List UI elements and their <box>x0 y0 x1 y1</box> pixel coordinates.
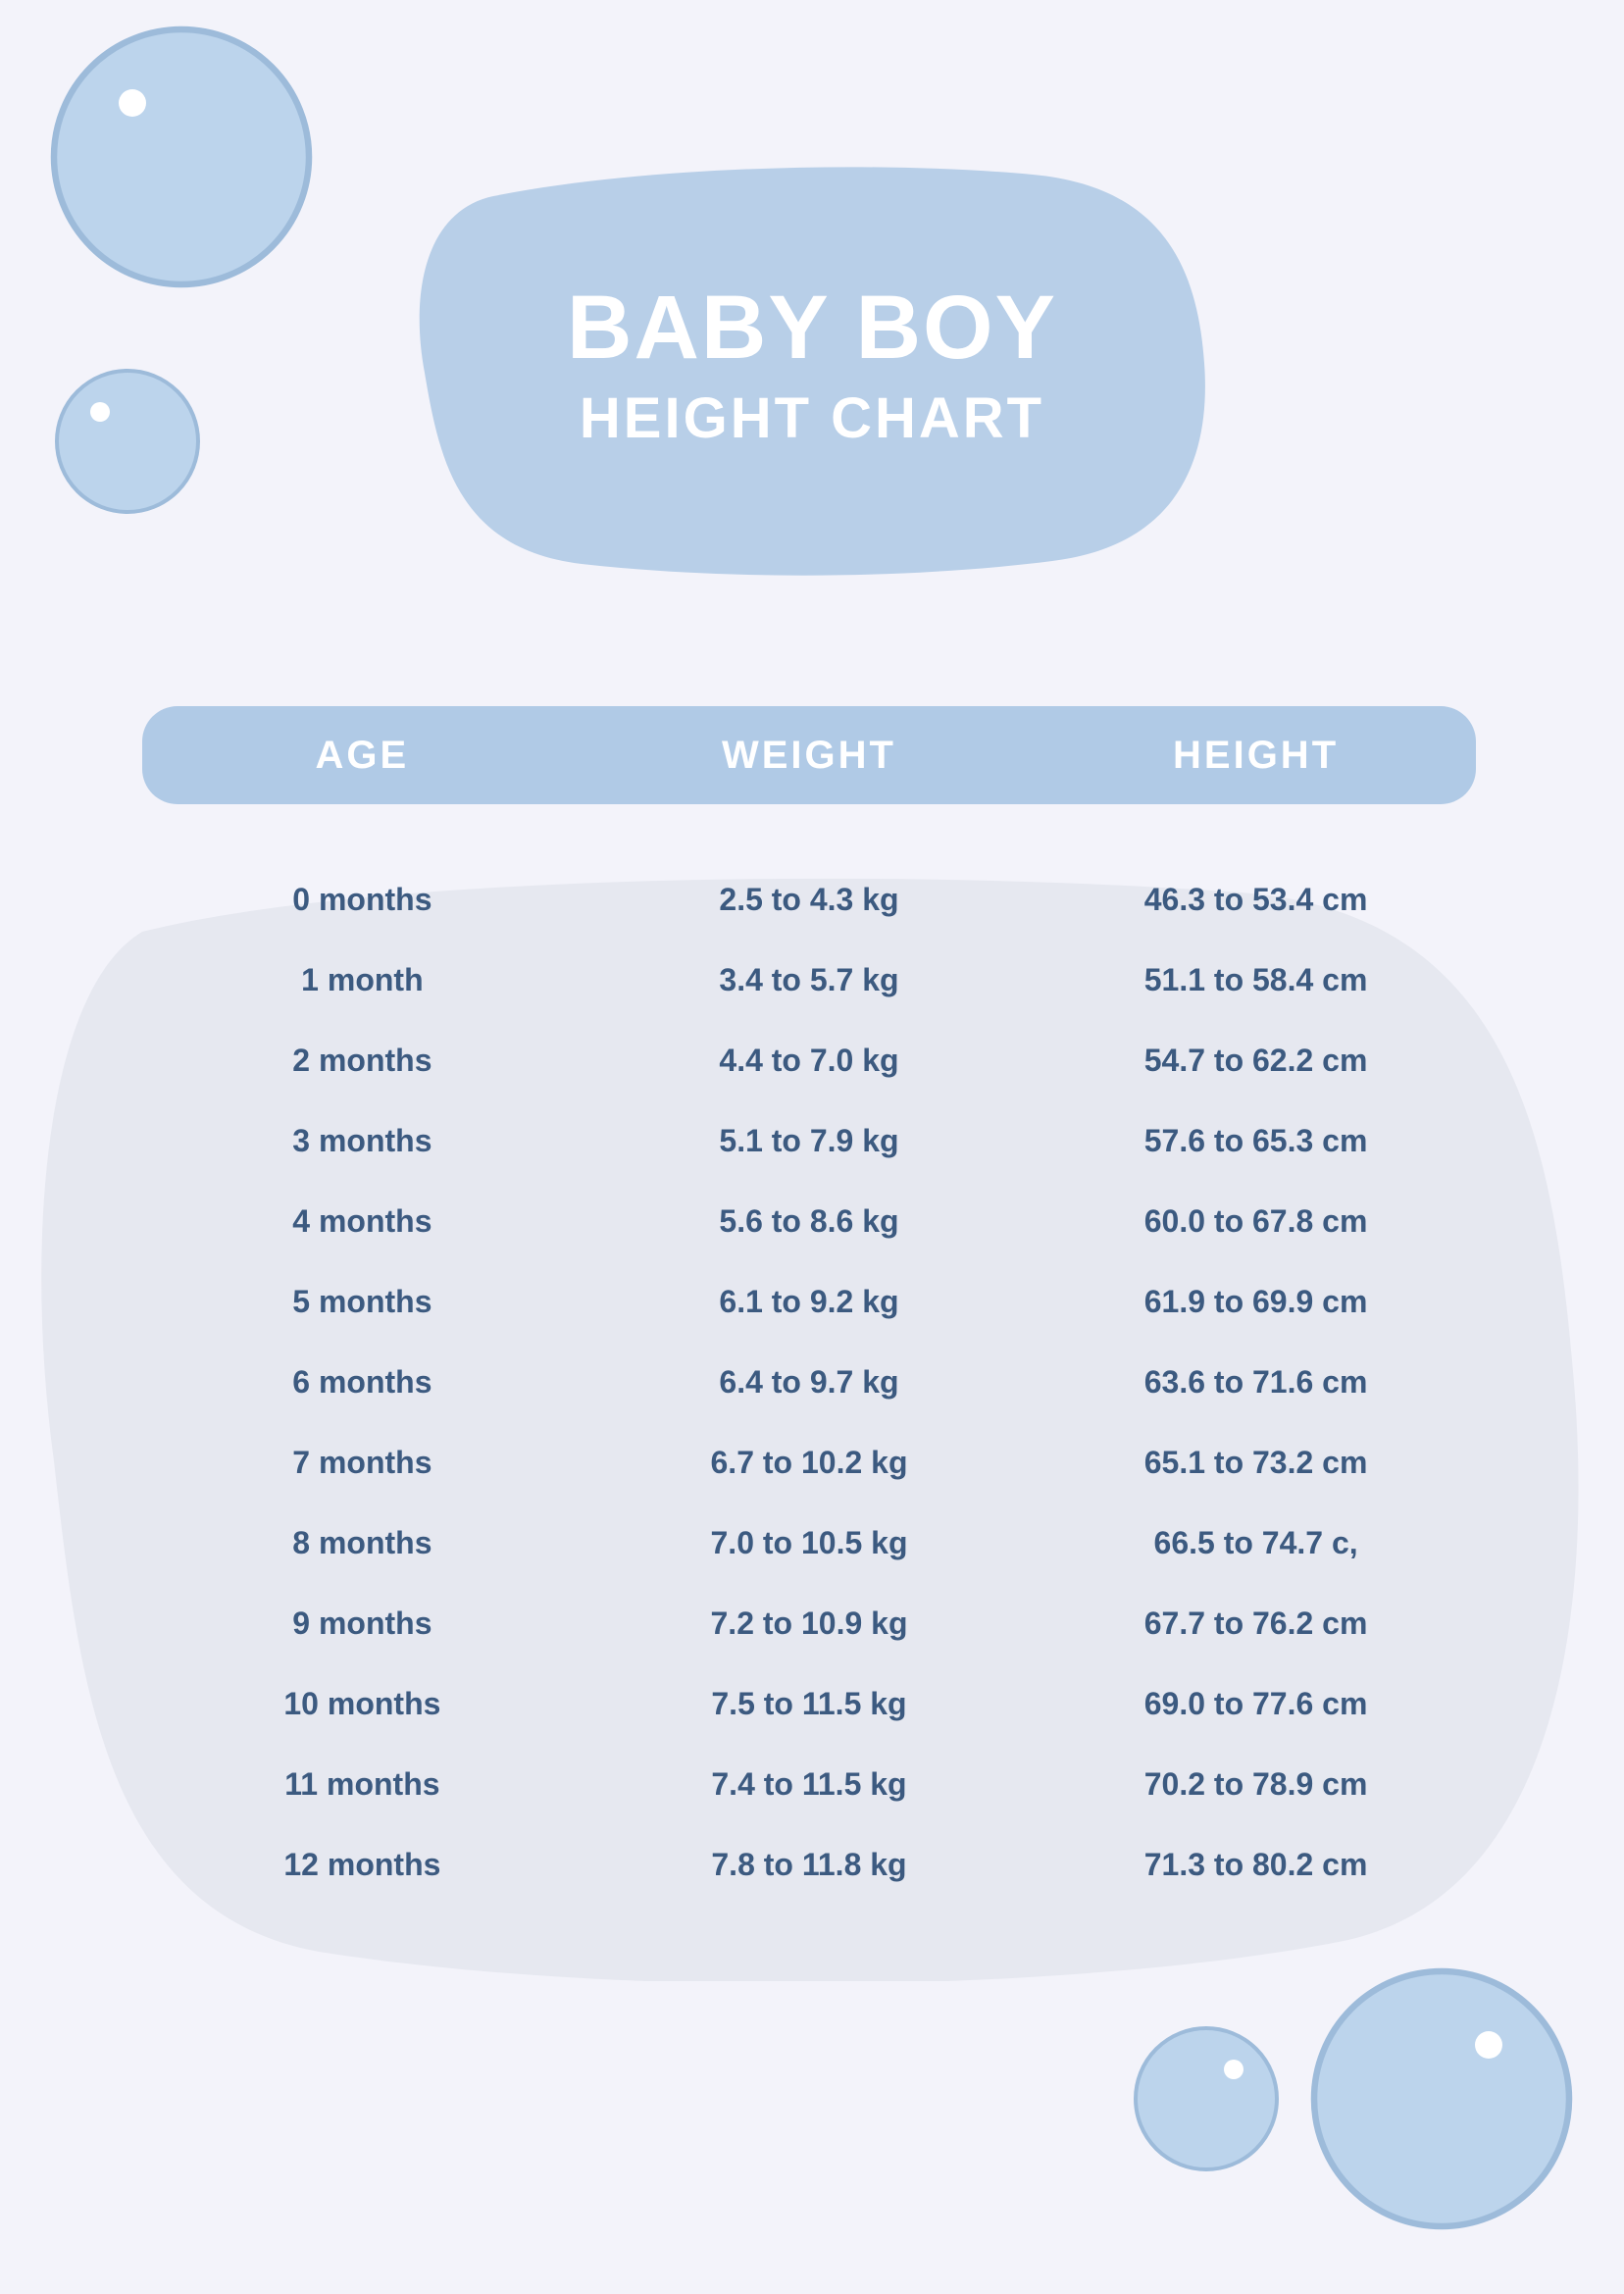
cell: 9 months <box>142 1606 583 1642</box>
table-row: 11 months7.4 to 11.5 kg70.2 to 78.9 cm <box>142 1744 1476 1824</box>
cell: 4 months <box>142 1203 583 1240</box>
col-header-age: AGE <box>142 734 583 778</box>
cell: 7 months <box>142 1445 583 1481</box>
table-row: 12 months7.8 to 11.8 kg71.3 to 80.2 cm <box>142 1824 1476 1905</box>
cell: 11 months <box>142 1766 583 1803</box>
cell: 60.0 to 67.8 cm <box>1036 1203 1476 1240</box>
cell: 70.2 to 78.9 cm <box>1036 1766 1476 1803</box>
cell: 65.1 to 73.2 cm <box>1036 1445 1476 1481</box>
cell: 5.1 to 7.9 kg <box>583 1123 1036 1159</box>
cell: 5.6 to 8.6 kg <box>583 1203 1036 1240</box>
cell: 5 months <box>142 1284 583 1320</box>
col-header-weight: WEIGHT <box>583 734 1036 778</box>
cell: 61.9 to 69.9 cm <box>1036 1284 1476 1320</box>
cell: 6.1 to 9.2 kg <box>583 1284 1036 1320</box>
table-header: AGE WEIGHT HEIGHT <box>142 706 1476 804</box>
cell: 63.6 to 71.6 cm <box>1036 1364 1476 1401</box>
col-header-height: HEIGHT <box>1036 734 1476 778</box>
table-row: 9 months7.2 to 10.9 kg67.7 to 76.2 cm <box>142 1583 1476 1663</box>
bubble-icon <box>1314 1971 1569 2226</box>
cell: 54.7 to 62.2 cm <box>1036 1043 1476 1079</box>
table-row: 8 months7.0 to 10.5 kg66.5 to 74.7 c, <box>142 1503 1476 1583</box>
cell: 6.7 to 10.2 kg <box>583 1445 1036 1481</box>
table-row: 10 months7.5 to 11.5 kg69.0 to 77.6 cm <box>142 1663 1476 1744</box>
cell: 10 months <box>142 1686 583 1722</box>
cell: 7.8 to 11.8 kg <box>583 1847 1036 1883</box>
table-row: 6 months6.4 to 9.7 kg63.6 to 71.6 cm <box>142 1342 1476 1422</box>
table-row: 0 months2.5 to 4.3 kg46.3 to 53.4 cm <box>142 859 1476 940</box>
title-main: BABY BOY <box>567 277 1057 380</box>
title-card: BABY BOY HEIGHT CHART <box>405 157 1219 579</box>
bubble-icon <box>57 371 198 512</box>
cell: 2 months <box>142 1043 583 1079</box>
height-table: AGE WEIGHT HEIGHT 0 months2.5 to 4.3 kg4… <box>142 706 1476 1905</box>
page: BABY BOY HEIGHT CHART AGE WEIGHT HEIGHT … <box>0 0 1624 2294</box>
cell: 4.4 to 7.0 kg <box>583 1043 1036 1079</box>
cell: 69.0 to 77.6 cm <box>1036 1686 1476 1722</box>
cell: 6 months <box>142 1364 583 1401</box>
cell: 0 months <box>142 882 583 918</box>
cell: 57.6 to 65.3 cm <box>1036 1123 1476 1159</box>
cell: 71.3 to 80.2 cm <box>1036 1847 1476 1883</box>
cell: 7.4 to 11.5 kg <box>583 1766 1036 1803</box>
table-row: 3 months5.1 to 7.9 kg57.6 to 65.3 cm <box>142 1100 1476 1181</box>
table-body: 0 months2.5 to 4.3 kg46.3 to 53.4 cm1 mo… <box>142 859 1476 1905</box>
cell: 46.3 to 53.4 cm <box>1036 882 1476 918</box>
cell: 6.4 to 9.7 kg <box>583 1364 1036 1401</box>
bubble-icon <box>54 29 309 284</box>
table-row: 7 months6.7 to 10.2 kg65.1 to 73.2 cm <box>142 1422 1476 1503</box>
cell: 8 months <box>142 1525 583 1561</box>
bubble-icon <box>1136 2028 1277 2169</box>
cell: 7.0 to 10.5 kg <box>583 1525 1036 1561</box>
cell: 12 months <box>142 1847 583 1883</box>
title-sub: HEIGHT CHART <box>580 385 1044 451</box>
cell: 66.5 to 74.7 c, <box>1036 1525 1476 1561</box>
cell: 2.5 to 4.3 kg <box>583 882 1036 918</box>
cell: 67.7 to 76.2 cm <box>1036 1606 1476 1642</box>
cell: 3.4 to 5.7 kg <box>583 962 1036 998</box>
cell: 3 months <box>142 1123 583 1159</box>
table-row: 1 month3.4 to 5.7 kg51.1 to 58.4 cm <box>142 940 1476 1020</box>
table-row: 2 months4.4 to 7.0 kg54.7 to 62.2 cm <box>142 1020 1476 1100</box>
table-row: 5 months6.1 to 9.2 kg61.9 to 69.9 cm <box>142 1261 1476 1342</box>
cell: 1 month <box>142 962 583 998</box>
cell: 7.2 to 10.9 kg <box>583 1606 1036 1642</box>
cell: 7.5 to 11.5 kg <box>583 1686 1036 1722</box>
cell: 51.1 to 58.4 cm <box>1036 962 1476 998</box>
table-row: 4 months5.6 to 8.6 kg60.0 to 67.8 cm <box>142 1181 1476 1261</box>
